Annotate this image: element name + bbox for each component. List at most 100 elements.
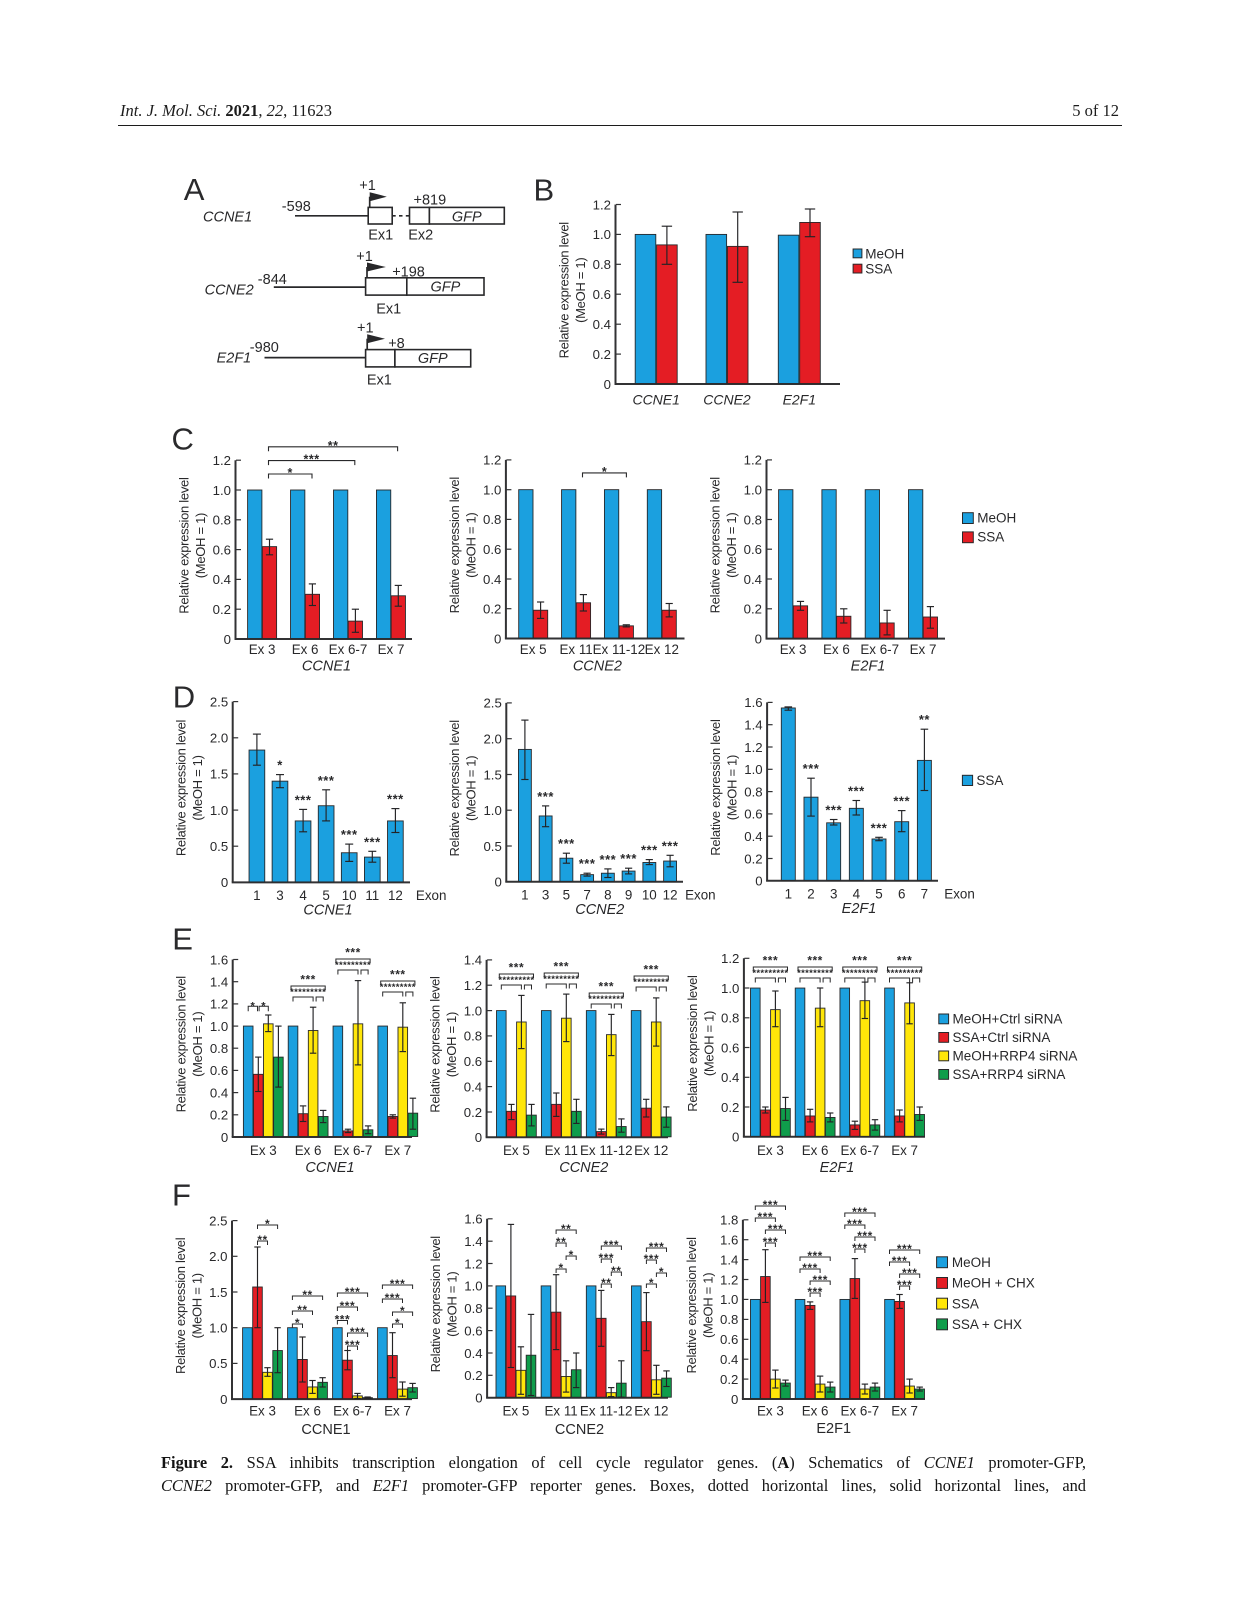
svg-text:1.2: 1.2 bbox=[464, 1256, 482, 1271]
svg-text:SSA: SSA bbox=[865, 262, 892, 277]
svg-text:***: *** bbox=[558, 836, 575, 851]
svg-text:CCNE2: CCNE2 bbox=[575, 902, 624, 918]
svg-text:***: *** bbox=[345, 1338, 361, 1352]
svg-text:(MeOH = 1): (MeOH = 1) bbox=[724, 513, 739, 578]
svg-text:***: *** bbox=[604, 1238, 620, 1252]
svg-text:1.5: 1.5 bbox=[210, 767, 228, 782]
svg-text:0: 0 bbox=[220, 1392, 227, 1407]
svg-text:Relative expression level: Relative expression level bbox=[684, 1237, 699, 1374]
svg-text:Ex 3: Ex 3 bbox=[250, 1143, 277, 1158]
svg-text:0: 0 bbox=[475, 1391, 482, 1406]
svg-text:1.2: 1.2 bbox=[721, 951, 739, 966]
svg-text:*: * bbox=[649, 1276, 654, 1290]
svg-text:1.4: 1.4 bbox=[210, 975, 228, 990]
svg-text:*********: ********* bbox=[335, 960, 371, 971]
svg-text:+1: +1 bbox=[356, 249, 373, 265]
svg-text:1.6: 1.6 bbox=[720, 1233, 738, 1248]
svg-text:CCNE1: CCNE1 bbox=[301, 1422, 350, 1438]
svg-text:***: *** bbox=[554, 960, 570, 974]
svg-text:Ex 7: Ex 7 bbox=[910, 642, 937, 657]
svg-text:***: *** bbox=[385, 1291, 401, 1305]
svg-text:***: *** bbox=[892, 1254, 908, 1268]
svg-text:Ex 3: Ex 3 bbox=[249, 1404, 276, 1419]
svg-text:4: 4 bbox=[299, 888, 307, 903]
svg-text:0.8: 0.8 bbox=[213, 513, 231, 528]
svg-text:Ex 6: Ex 6 bbox=[292, 642, 319, 657]
svg-text:*: * bbox=[288, 466, 293, 480]
svg-text:*: * bbox=[395, 1316, 400, 1330]
svg-text:**: ** bbox=[601, 1276, 611, 1290]
svg-text:*********: ********* bbox=[588, 994, 624, 1005]
svg-text:Relative expression level: Relative expression level bbox=[447, 720, 462, 857]
svg-text:*********: ********* bbox=[633, 977, 669, 988]
svg-text:9: 9 bbox=[625, 888, 632, 903]
svg-text:*: * bbox=[602, 465, 607, 479]
svg-text:1.6: 1.6 bbox=[744, 695, 762, 710]
svg-text:0.2: 0.2 bbox=[720, 1372, 738, 1387]
svg-text:***: *** bbox=[295, 792, 312, 807]
svg-text:*: * bbox=[251, 1000, 256, 1012]
svg-text:Relative expression level: Relative expression level bbox=[685, 975, 700, 1112]
svg-text:(MeOH = 1): (MeOH = 1) bbox=[190, 1012, 205, 1077]
svg-text:Relative expression level: Relative expression level bbox=[174, 976, 189, 1113]
svg-text:0.6: 0.6 bbox=[721, 1040, 739, 1055]
svg-text:Ex 7: Ex 7 bbox=[378, 642, 405, 657]
svg-text:0.2: 0.2 bbox=[744, 851, 762, 866]
svg-text:1: 1 bbox=[785, 887, 792, 902]
svg-text:E2F1: E2F1 bbox=[851, 659, 886, 675]
svg-text:*********: ********* bbox=[887, 968, 923, 979]
svg-text:*********: ********* bbox=[797, 968, 833, 979]
svg-text:1.0: 1.0 bbox=[593, 227, 611, 242]
svg-text:2.5: 2.5 bbox=[210, 694, 228, 709]
svg-text:0.6: 0.6 bbox=[744, 807, 762, 822]
svg-text:*********: ********* bbox=[842, 968, 878, 979]
svg-text:*: * bbox=[295, 1316, 300, 1330]
svg-text:Ex 6-7: Ex 6-7 bbox=[841, 1143, 880, 1158]
svg-text:Relative expression level: Relative expression level bbox=[174, 719, 189, 856]
svg-text:0.5: 0.5 bbox=[209, 1356, 227, 1371]
svg-text:0: 0 bbox=[755, 631, 762, 646]
svg-text:***: *** bbox=[509, 961, 525, 975]
svg-text:0.2: 0.2 bbox=[593, 347, 611, 362]
svg-text:-980: -980 bbox=[250, 340, 279, 356]
svg-text:(MeOH = 1): (MeOH = 1) bbox=[573, 258, 588, 323]
svg-text:Ex 5: Ex 5 bbox=[520, 642, 547, 657]
svg-text:***: *** bbox=[390, 968, 406, 982]
svg-text:Ex1: Ex1 bbox=[367, 373, 392, 389]
svg-text:Ex 11: Ex 11 bbox=[544, 1404, 577, 1419]
svg-text:GFP: GFP bbox=[418, 351, 448, 367]
svg-text:0.2: 0.2 bbox=[721, 1100, 739, 1115]
svg-text:*: * bbox=[265, 1217, 270, 1231]
svg-text:***: *** bbox=[763, 954, 779, 968]
svg-text:0.2: 0.2 bbox=[210, 1108, 228, 1123]
svg-text:***: *** bbox=[600, 852, 617, 867]
svg-text:(MeOH = 1): (MeOH = 1) bbox=[463, 513, 478, 578]
svg-text:1.4: 1.4 bbox=[744, 718, 762, 733]
svg-text:Ex1: Ex1 bbox=[368, 228, 393, 244]
svg-text:***: *** bbox=[902, 1266, 918, 1280]
svg-text:***: *** bbox=[847, 1217, 863, 1231]
svg-text:MeOH: MeOH bbox=[865, 246, 904, 261]
svg-text:Ex 6: Ex 6 bbox=[802, 1143, 829, 1158]
svg-text:Ex 12: Ex 12 bbox=[634, 1404, 668, 1419]
svg-text:*********: ********* bbox=[380, 982, 416, 993]
svg-text:***: *** bbox=[599, 1251, 615, 1265]
svg-text:*: * bbox=[559, 1261, 564, 1275]
svg-text:***: *** bbox=[852, 954, 868, 968]
svg-text:Exon: Exon bbox=[416, 888, 447, 903]
svg-text:Relative expression level: Relative expression level bbox=[556, 222, 571, 359]
svg-text:E: E bbox=[172, 921, 193, 956]
svg-text:*********: ********* bbox=[290, 987, 326, 998]
svg-text:0.8: 0.8 bbox=[721, 1011, 739, 1026]
svg-text:*: * bbox=[400, 1304, 405, 1318]
svg-text:2.0: 2.0 bbox=[209, 1249, 227, 1264]
svg-text:***: *** bbox=[340, 1299, 356, 1313]
svg-text:SSA+RRP4 siRNA: SSA+RRP4 siRNA bbox=[953, 1067, 1066, 1082]
svg-text:Ex 6: Ex 6 bbox=[802, 1404, 829, 1419]
svg-text:***: *** bbox=[857, 1229, 873, 1243]
svg-text:(MeOH = 1): (MeOH = 1) bbox=[701, 1011, 716, 1076]
svg-text:Ex2: Ex2 bbox=[408, 228, 433, 244]
svg-text:1.2: 1.2 bbox=[744, 740, 762, 755]
svg-text:0.8: 0.8 bbox=[483, 512, 501, 527]
svg-text:0.4: 0.4 bbox=[464, 1346, 482, 1361]
